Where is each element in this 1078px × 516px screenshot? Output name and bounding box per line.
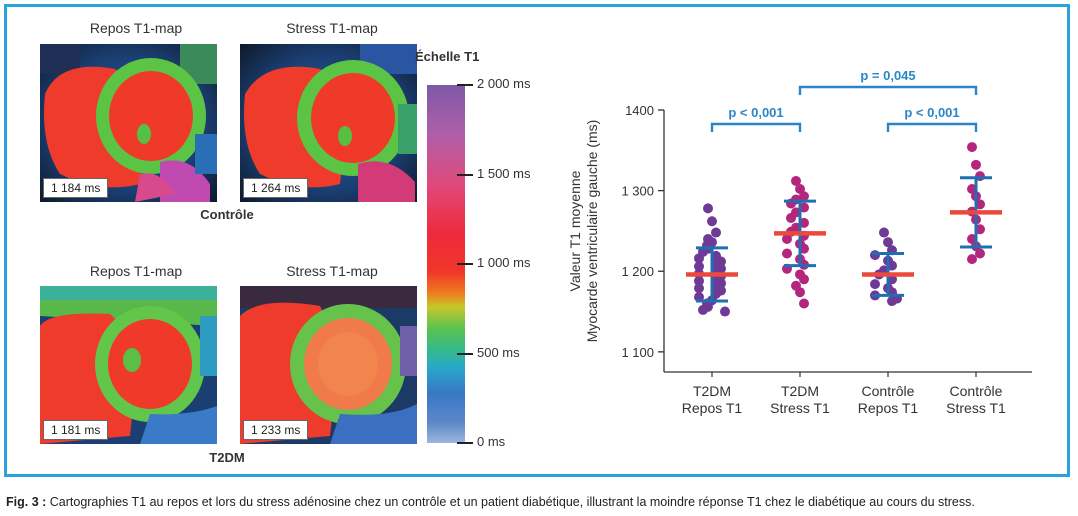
map-value-badge: 1 184 ms [43, 178, 109, 198]
figure-caption: Fig. 3 : Cartographies T1 au repos et lo… [6, 495, 1074, 509]
significance-bracket [886, 122, 978, 132]
cardiac-map-image [240, 44, 417, 202]
control-stress-t1-map: 1 264 ms [240, 44, 417, 202]
data-point [883, 237, 893, 248]
p-value-label: p < 0,001 [728, 105, 783, 120]
data-point [870, 250, 880, 261]
top-left-map-title: Repos T1-map [89, 20, 183, 36]
data-point [703, 203, 713, 214]
scale-tick-mark [457, 173, 473, 176]
data-point [799, 274, 809, 285]
control-rest-t1-map: 1 184 ms [40, 44, 217, 202]
data-point [694, 292, 704, 303]
scale-tick-mark [457, 442, 473, 444]
figure-frame: Repos T1-map Stress T1-map 1 184 ms [4, 4, 1070, 477]
scale-tick-label: 1 000 ms [477, 255, 531, 270]
p-value-label: p < 0,001 [904, 105, 959, 120]
data-point [975, 248, 985, 259]
caption-prefix: Fig. 3 : [6, 495, 47, 509]
data-point [782, 248, 792, 259]
data-point [870, 279, 880, 290]
data-point [782, 233, 792, 244]
data-point [967, 142, 977, 153]
cardiac-map-image [40, 44, 217, 202]
caption-text: Cartographies T1 au repos et lors du str… [46, 495, 975, 509]
data-point [879, 227, 889, 238]
data-point [707, 216, 717, 227]
t2dm-group-label: T2DM [209, 450, 245, 465]
x-tick-label: T2DM [693, 383, 731, 399]
data-point [791, 175, 801, 186]
cardiac-map-image [240, 286, 417, 444]
data-point [694, 275, 704, 286]
y-axis-label: Myocarde ventriculaire gauche (ms) [584, 120, 600, 343]
data-point [694, 283, 704, 294]
scale-tick-mark [457, 84, 473, 86]
scale-tick-mark [457, 352, 473, 355]
t2dm-stress-t1-map: 1 233 ms [240, 286, 417, 444]
x-tick-label: Repos T1 [858, 400, 919, 416]
bottom-right-map-title: Stress T1-map [286, 263, 378, 279]
y-tick-label: 1 100 [621, 345, 654, 360]
significance-bracket [798, 85, 978, 95]
scale-tick-mark [457, 263, 473, 265]
map-value-badge: 1 264 ms [243, 178, 309, 198]
p-value-label: p = 0,045 [860, 68, 915, 83]
data-point [694, 253, 704, 264]
y-tick-label: 1 200 [621, 264, 654, 279]
data-point [694, 261, 704, 272]
x-tick-label: Stress T1 [770, 400, 830, 416]
top-right-map-title: Stress T1-map [286, 20, 378, 36]
bottom-left-map-title: Repos T1-map [89, 263, 183, 279]
y-axis-label: Valeur T1 moyenne [567, 170, 583, 291]
scale-tick-label: 0 ms [477, 434, 506, 449]
map-value-badge: 1 181 ms [43, 420, 109, 440]
data-point [720, 306, 730, 317]
scale-tick-label: 1 500 ms [477, 165, 531, 181]
control-group-label: Contrôle [200, 207, 254, 222]
data-point [795, 287, 805, 298]
data-point [786, 213, 796, 224]
data-point [971, 159, 981, 170]
data-point [698, 304, 708, 315]
x-tick-label: T2DM [781, 383, 819, 399]
y-tick-label: 1400 [625, 103, 654, 118]
x-tick-label: Repos T1 [682, 400, 743, 416]
y-tick-label: 1 300 [621, 184, 654, 199]
scale-tick-label: 500 ms [477, 344, 520, 360]
scale-title: Échelle T1 [415, 49, 480, 64]
data-point [967, 254, 977, 265]
data-point [799, 298, 809, 309]
x-tick-label: Contrôle [950, 383, 1003, 399]
scale-tick-label: 2 000 ms [477, 76, 531, 91]
t1-scatter-chart: 1 100 1 200 1 300 1400 Valeur T1 moyenne Myoc… [567, 68, 1032, 416]
t2dm-rest-t1-map: 1 181 ms [40, 286, 217, 444]
data-point [799, 191, 809, 202]
data-point [711, 227, 721, 238]
x-tick-label: Contrôle [862, 383, 915, 399]
x-tick-label: Stress T1 [946, 400, 1006, 416]
cardiac-map-image [40, 286, 217, 444]
significance-bracket [710, 122, 802, 132]
data-point [887, 296, 897, 307]
map-value-badge: 1 233 ms [243, 420, 309, 440]
